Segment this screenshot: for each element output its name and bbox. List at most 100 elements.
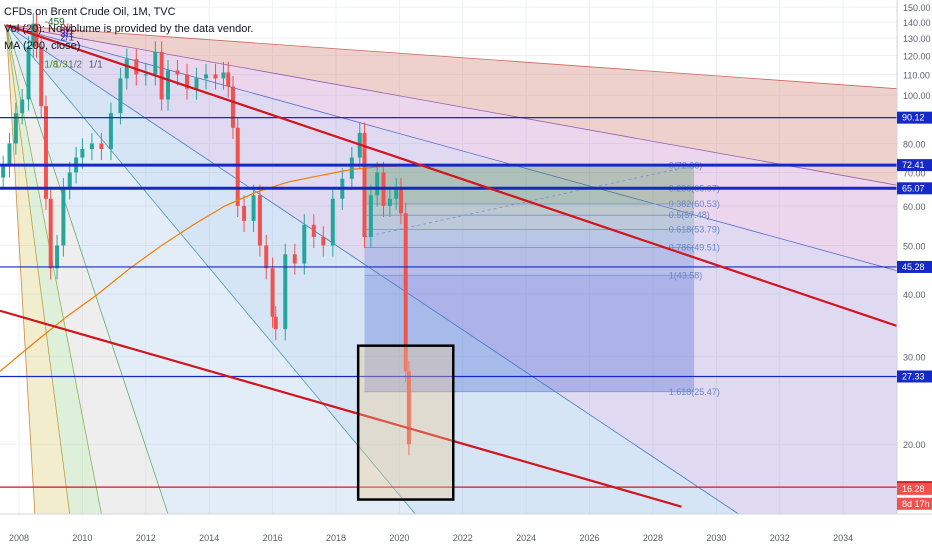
price-tick-label: 50.00	[903, 241, 926, 251]
price-label-bg	[897, 111, 932, 124]
price-label: 16.28	[902, 484, 925, 494]
candle-body	[7, 143, 12, 167]
candle-body	[185, 74, 190, 89]
price-label: 8d 17h	[902, 499, 930, 509]
candle-body	[175, 70, 180, 75]
candle-body	[26, 46, 31, 100]
price-tick-label: 150.00	[903, 3, 931, 13]
price-label: 27.33	[902, 371, 925, 381]
highlight-box	[356, 344, 455, 501]
legend-ma[interactable]: MA (200, close)	[4, 40, 81, 52]
candle-body	[48, 198, 53, 269]
candle-body	[235, 127, 240, 206]
price-tick-label: 80.00	[903, 139, 926, 149]
trendline	[0, 309, 682, 508]
candle-body	[264, 245, 269, 269]
price-tick-label: 120.00	[903, 52, 931, 62]
time-tick-label: 2034	[833, 533, 853, 543]
candle-body	[311, 224, 316, 237]
price-label: 72.41	[902, 160, 925, 170]
fib-zone	[364, 229, 695, 248]
gann-label: 1/3	[54, 60, 68, 71]
fib-zone	[364, 247, 695, 276]
candle-body	[194, 78, 199, 89]
price-tick-label: 70.00	[903, 168, 926, 178]
legend-volume[interactable]: Vol (20): No volume is provided by the d…	[4, 23, 254, 35]
candle-body	[394, 188, 399, 199]
candle-body	[80, 148, 85, 158]
moving-average-line	[0, 165, 397, 372]
price-tick-label: 130.00	[903, 34, 931, 44]
candle-body	[153, 51, 158, 75]
fib-zone	[364, 203, 695, 216]
candle-body	[375, 172, 380, 196]
candle-body	[283, 254, 288, 330]
candle-body	[159, 51, 164, 100]
candle-body	[349, 157, 354, 179]
price-tick-label: 140.00	[903, 18, 931, 28]
chart-legend: CFDs on Brent Crude Oil, 1M, TVC Vol (20…	[4, 4, 253, 55]
candle-body	[270, 268, 275, 317]
fib-zone	[364, 165, 695, 189]
price-label-bg	[897, 370, 932, 383]
gann-label: 4/1	[60, 26, 74, 37]
fan-line	[5, 25, 36, 515]
candle-body	[398, 188, 403, 214]
fan-line	[5, 25, 71, 515]
price-tick-label: 40.00	[903, 290, 926, 300]
time-tick-label: 2012	[136, 533, 156, 543]
candle-body	[251, 195, 256, 221]
price-label: 90.12	[902, 113, 925, 123]
candle-body	[55, 245, 60, 269]
gann-label: 8/1	[60, 23, 74, 34]
fib-level-label: 0.382(60.53)	[669, 199, 720, 209]
price-axis-bg	[897, 0, 932, 550]
price-tick-label: 60.00	[903, 202, 926, 212]
price-tick-label: 20.00	[903, 440, 926, 450]
time-tick-label: 2026	[580, 533, 600, 543]
fibonacci-retracement: 0(72.36)0.236(65.07)0.382(60.53)0.5(57.4…	[364, 160, 720, 397]
time-tick-label: 2010	[72, 533, 92, 543]
time-tick-label: 2014	[199, 533, 219, 543]
candle-body	[406, 371, 411, 445]
candle-body	[1, 166, 6, 178]
candle-body	[292, 254, 297, 264]
fib-level-label: 0.786(49.51)	[669, 243, 720, 253]
time-tick-label: 2008	[9, 533, 29, 543]
candle-body	[99, 143, 104, 149]
candle-body	[362, 132, 367, 237]
grid-lines	[0, 0, 897, 514]
fib-level-label: 0.618(53.79)	[669, 225, 720, 235]
candle-body	[89, 143, 94, 149]
time-tick-label: 2024	[516, 533, 536, 543]
candle-body	[20, 99, 25, 114]
candle-body	[213, 74, 218, 79]
gann-label: -459	[45, 17, 65, 28]
price-label-bg	[897, 159, 932, 172]
time-tick-label: 2020	[389, 533, 409, 543]
fan-line	[6, 24, 898, 90]
fan-line	[6, 24, 898, 186]
legend-title[interactable]: CFDs on Brent Crude Oil, 1M, TVC	[4, 6, 176, 18]
candle-body	[13, 113, 18, 144]
fib-zone	[364, 188, 695, 204]
price-label-bg	[897, 497, 932, 510]
fib-zone	[364, 275, 695, 392]
candle-body	[330, 198, 335, 246]
candle-body	[321, 236, 326, 246]
time-tick-label: 2032	[770, 533, 790, 543]
candle-body	[387, 198, 392, 206]
candle-body	[302, 224, 307, 264]
price-tick-label: 110.00	[903, 70, 930, 80]
price-label-bg	[897, 482, 932, 495]
candle-body	[108, 113, 113, 149]
price-label-bg	[897, 182, 932, 195]
price-tick-label: 30.00	[903, 352, 926, 362]
candle-body	[165, 70, 170, 100]
candle-body	[118, 78, 123, 114]
candle-body	[226, 72, 231, 87]
gann-label: 1/1	[89, 60, 103, 71]
gann-label: 1/2	[68, 60, 82, 71]
